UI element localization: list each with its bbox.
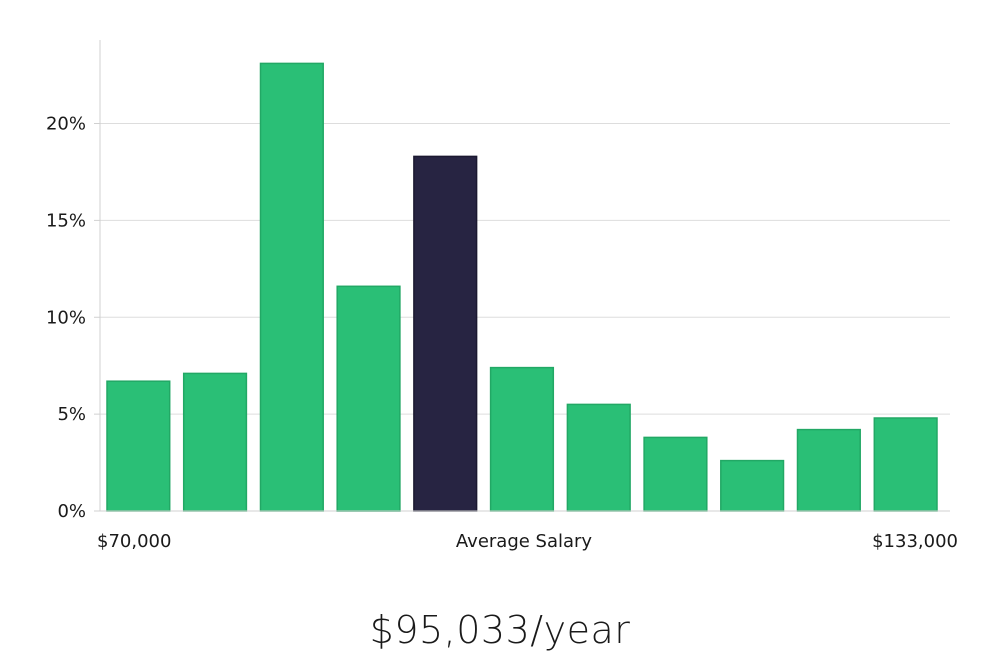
y-tick-label: 15%: [46, 210, 86, 231]
y-axis-ticks: 0% 5% 10% 15% 20%: [46, 114, 100, 522]
bar: [720, 459, 785, 512]
y-tick-label: 20%: [46, 114, 86, 135]
bar: [336, 285, 401, 512]
x-label-max: $133,000: [872, 531, 958, 552]
bar: [489, 366, 555, 512]
x-label-min: $70,000: [97, 531, 171, 552]
bar: [873, 417, 938, 512]
y-tick-label: 0%: [57, 501, 86, 522]
x-label-average: Average Salary: [456, 531, 593, 552]
bar: [106, 380, 171, 512]
bar: [796, 428, 861, 512]
bar: [182, 372, 248, 512]
y-tick-label: 10%: [46, 307, 86, 328]
bar: [643, 436, 708, 512]
bar: [259, 62, 324, 512]
bars: [106, 62, 938, 512]
y-tick-label: 5%: [57, 404, 86, 425]
average-salary-value: $95,033/year: [369, 608, 631, 652]
bar-average-salary: [413, 155, 478, 512]
bar: [566, 403, 631, 512]
salary-distribution-chart: 0% 5% 10% 15% 20% $70,000 Average Salary $13…: [46, 40, 958, 552]
